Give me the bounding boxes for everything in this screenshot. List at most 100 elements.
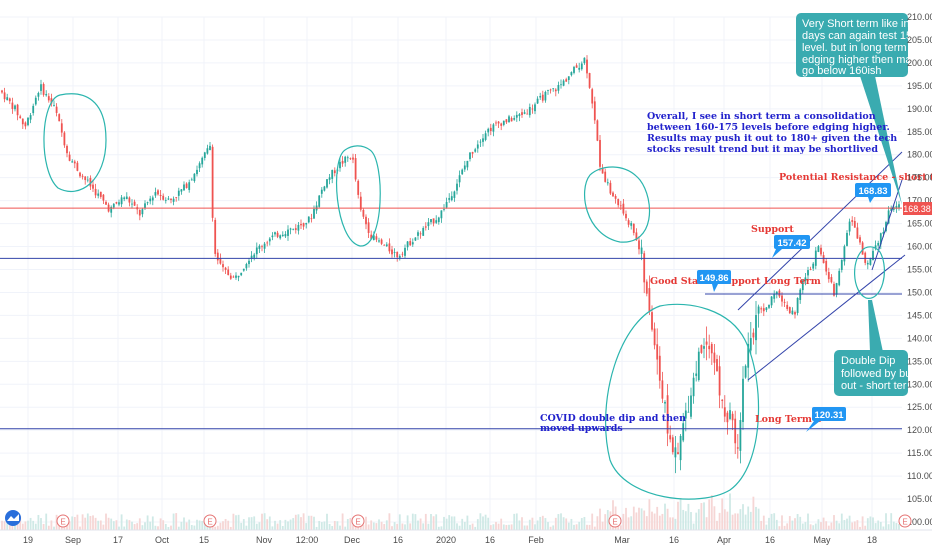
candle-body [203,152,206,158]
volume-bar [554,517,557,530]
y-tick-label: 185.00 [907,127,932,137]
volume-bar [120,514,123,530]
volume-bar [383,524,386,530]
overall-note-line4: stocks result trend but it may be shortl… [647,144,878,155]
volume-bar [172,513,175,530]
volume-bar [557,514,560,530]
candle-body [697,351,700,381]
volume-bar [778,526,781,530]
candle-body [125,196,128,200]
candle-body [502,120,505,125]
candle-body [396,251,399,258]
volume-bar [29,517,32,530]
candle-body [877,242,880,246]
volume-bar [515,513,518,530]
volume-bar [523,525,526,530]
volume-bar [747,506,750,530]
volume-bar [3,521,6,530]
volume-bar [448,515,451,530]
event-marker: E [203,514,217,528]
candle-body [838,270,841,286]
volume-bar [703,502,705,530]
volume-bar [695,512,698,530]
candle-body [302,223,305,227]
volume-bar [500,518,503,530]
volume-bar [599,508,601,530]
candle-body [196,169,198,175]
event-marker: E [608,514,622,528]
x-tick-label: 16 [765,535,775,545]
volume-bar [1,520,3,530]
candle-body [635,232,638,241]
volume-bar [81,514,84,530]
candle-body [575,65,578,68]
volume-bar [21,523,24,530]
candle-body [781,295,783,302]
volume-bar [461,518,464,530]
candle-body [274,232,276,235]
candle-body [45,93,48,96]
x-axis[interactable]: 19 Sep 17 Oct 15 Nov 12:00 Dec 16 2020 16 Feb Mar 16 A… [23,535,877,545]
volume-bar [323,521,326,530]
volume-bar [276,523,279,530]
volume-bar [804,522,807,530]
y-axis[interactable]: 210.00 205.00 200.00 195.00 190.00 185.00 180.… [907,12,932,527]
volume-bar [638,507,640,530]
candle-body [461,169,464,175]
callout-top-line3: level. but in long term i [802,42,912,54]
volume-bar [518,520,521,530]
volume-bar [97,520,100,530]
volume-bar [879,521,882,530]
candle-body [762,308,765,312]
volume-bar [180,521,183,530]
x-tick-label: 19 [23,535,33,545]
volume-bar [284,519,287,530]
candle-body [193,173,196,182]
candle-body [14,105,16,110]
candle-body [289,228,292,230]
candle-body [328,177,331,180]
candle-body [154,192,157,196]
volume-bar [882,526,885,530]
svg-text:120.31: 120.31 [814,410,844,421]
candle-body [671,437,674,453]
candle-body [872,250,874,261]
candle-body [346,157,349,159]
volume-bar [864,525,867,530]
candle-body [214,219,217,254]
volume-bar [648,499,651,530]
volume-bar [856,520,859,530]
candle-body [359,196,362,210]
candle-body [370,234,373,240]
volume-bar [261,513,263,530]
candle-body [367,222,370,233]
volume-bar [216,525,219,530]
candle-body [690,395,692,417]
volume-bar [86,513,89,530]
candle-body [219,258,222,264]
y-tick-label: 210.00 [907,12,932,22]
volume-bar [692,523,695,530]
candle-body [716,359,718,372]
volume-bar [846,518,848,530]
candle-body [102,194,105,201]
volume-bar [658,515,661,530]
candle-body [487,128,490,133]
candle-body [37,92,40,97]
tradingview-logo-icon[interactable] [5,510,21,526]
volume-bar [495,521,497,530]
volume-bar [838,523,841,530]
volume-bar [79,526,81,530]
volume-bar [123,526,126,530]
candle-body [484,133,487,140]
volume-bar [128,520,131,530]
volume-bar [258,522,261,530]
candle-body [713,352,716,363]
candle-body [614,195,617,199]
volume-bar [419,518,422,530]
svg-text:E: E [902,518,907,527]
svg-text:E: E [612,518,617,527]
candle-body [81,175,84,177]
volume-bar [71,516,74,530]
